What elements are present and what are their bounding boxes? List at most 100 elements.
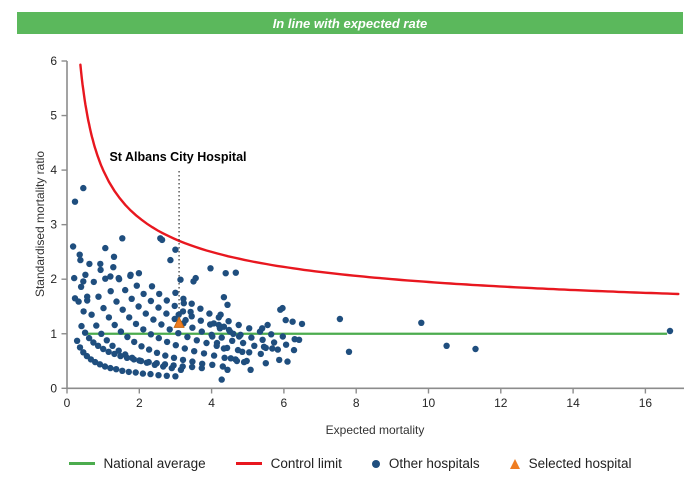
hospital-dot[interactable] — [219, 363, 226, 370]
hospital-dot[interactable] — [126, 314, 133, 321]
hospital-dot[interactable] — [235, 333, 243, 340]
selected-hospital-marker[interactable] — [173, 316, 185, 328]
hospital-dot[interactable] — [147, 331, 155, 338]
hospital-dot[interactable] — [102, 244, 109, 252]
hospital-dot[interactable] — [153, 360, 160, 367]
hospital-dot[interactable] — [110, 253, 118, 260]
hospital-dot[interactable] — [295, 336, 303, 343]
hospital-dot[interactable] — [135, 303, 142, 310]
hospital-dot[interactable] — [73, 337, 81, 344]
hospital-dot[interactable] — [225, 326, 233, 334]
hospital-dot[interactable] — [206, 310, 213, 317]
hospital-dot[interactable] — [163, 297, 170, 304]
hospital-dot[interactable] — [184, 333, 191, 341]
hospital-dot[interactable] — [180, 300, 187, 307]
hospital-dot[interactable] — [282, 341, 290, 348]
hospital-dot[interactable] — [259, 325, 266, 332]
hospital-dot[interactable] — [113, 298, 120, 305]
hospital-dot[interactable] — [220, 294, 228, 301]
hospital-dot[interactable] — [119, 367, 126, 374]
hospital-dot[interactable] — [248, 334, 255, 341]
hospital-dot[interactable] — [217, 311, 224, 318]
hospital-dot[interactable] — [336, 315, 344, 323]
hospital-dot[interactable] — [88, 311, 95, 318]
hospital-dot[interactable] — [137, 357, 145, 365]
hospital-dot[interactable] — [133, 282, 140, 289]
hospital-dot[interactable] — [225, 318, 232, 325]
hospital-dot[interactable] — [257, 350, 264, 358]
hospital-dot[interactable] — [188, 300, 195, 307]
hospital-dot[interactable] — [127, 271, 134, 278]
hospital-dot[interactable] — [218, 334, 225, 341]
hospital-dot[interactable] — [82, 271, 89, 278]
hospital-dot[interactable] — [274, 346, 281, 353]
hospital-dot[interactable] — [200, 350, 208, 357]
hospital-dot[interactable] — [119, 235, 126, 242]
hospital-dot[interactable] — [80, 278, 87, 285]
hospital-dot[interactable] — [235, 321, 242, 329]
hospital-dot[interactable] — [188, 363, 196, 371]
hospital-dot[interactable] — [197, 317, 204, 324]
hospital-dot[interactable] — [135, 270, 143, 277]
hospital-dot[interactable] — [240, 358, 248, 366]
hospital-dot[interactable] — [227, 355, 234, 362]
hospital-dot[interactable] — [163, 310, 170, 317]
hospital-dot[interactable] — [207, 265, 214, 272]
hospital-dot[interactable] — [153, 349, 161, 356]
hospital-dot[interactable] — [279, 333, 286, 340]
hospital-dot[interactable] — [172, 342, 179, 349]
hospital-dot[interactable] — [233, 357, 241, 365]
hospital-dot[interactable] — [150, 316, 157, 323]
hospital-dot[interactable] — [166, 326, 173, 333]
hospital-dot[interactable] — [182, 316, 189, 324]
hospital-dot[interactable] — [224, 301, 231, 308]
hospital-dot[interactable] — [191, 348, 198, 355]
hospital-dot[interactable] — [264, 321, 271, 329]
hospital-dot[interactable] — [290, 346, 298, 354]
hospital-dot[interactable] — [113, 366, 120, 373]
hospital-dot[interactable] — [105, 348, 112, 355]
hospital-dot[interactable] — [156, 290, 163, 298]
hospital-dot[interactable] — [71, 198, 79, 205]
hospital-dot[interactable] — [259, 336, 266, 343]
hospital-dot[interactable] — [222, 270, 229, 277]
hospital-dot[interactable] — [189, 324, 196, 331]
hospital-dot[interactable] — [666, 327, 674, 335]
hospital-dot[interactable] — [232, 269, 239, 276]
hospital-dot[interactable] — [94, 342, 102, 349]
hospital-dot[interactable] — [95, 293, 102, 300]
hospital-dot[interactable] — [218, 376, 225, 383]
hospital-dot[interactable] — [138, 343, 145, 350]
hospital-dot[interactable] — [77, 256, 84, 264]
hospital-dot[interactable] — [172, 289, 179, 296]
hospital-dot[interactable] — [192, 274, 199, 282]
hospital-dot[interactable] — [77, 283, 85, 290]
hospital-dot[interactable] — [198, 328, 205, 335]
hospital-dot[interactable] — [145, 358, 152, 366]
hospital-dot[interactable] — [84, 293, 91, 300]
hospital-dot[interactable] — [213, 339, 221, 347]
hospital-dot[interactable] — [124, 333, 131, 341]
hospital-dot[interactable] — [170, 362, 177, 369]
hospital-dot[interactable] — [117, 328, 125, 335]
hospital-dot[interactable] — [78, 322, 85, 330]
hospital-dot[interactable] — [197, 305, 204, 312]
hospital-dot[interactable] — [170, 354, 178, 361]
hospital-dot[interactable] — [145, 346, 153, 353]
hospital-dot[interactable] — [90, 339, 97, 346]
hospital-dot[interactable] — [97, 260, 104, 268]
hospital-dot[interactable] — [161, 361, 169, 368]
hospital-dot[interactable] — [239, 348, 246, 355]
hospital-dot[interactable] — [98, 330, 105, 337]
hospital-dot[interactable] — [107, 288, 114, 295]
hospital-dot[interactable] — [172, 246, 179, 253]
hospital-dot[interactable] — [80, 308, 87, 315]
hospital-dot[interactable] — [193, 337, 200, 344]
hospital-dot[interactable] — [230, 330, 237, 337]
hospital-dot[interactable] — [209, 361, 216, 368]
hospital-dot[interactable] — [81, 329, 89, 336]
hospital-dot[interactable] — [86, 260, 93, 268]
hospital-dot[interactable] — [155, 304, 162, 311]
hospital-dot[interactable] — [123, 354, 131, 361]
hospital-dot[interactable] — [210, 352, 218, 359]
